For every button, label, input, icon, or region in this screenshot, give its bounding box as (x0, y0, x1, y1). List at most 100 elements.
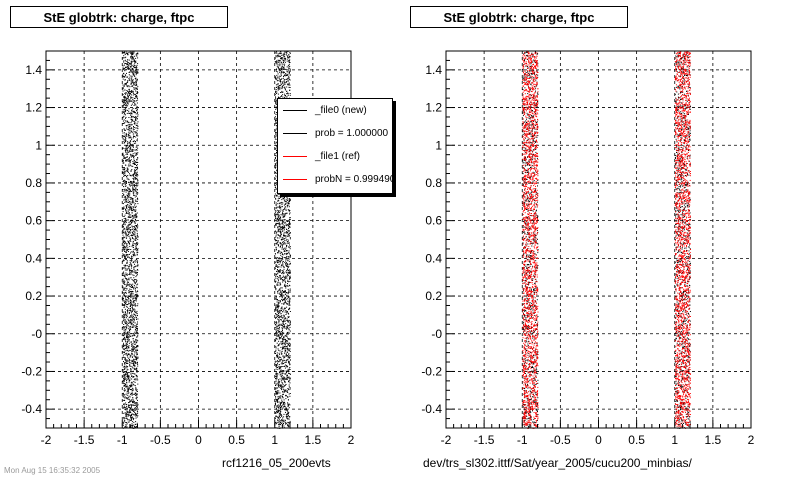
scatter-point (131, 310, 133, 312)
scatter-point (126, 348, 128, 350)
scatter-point (124, 376, 126, 378)
scatter-point (276, 392, 278, 394)
scatter-point (279, 423, 281, 425)
scatter-point (127, 356, 129, 358)
scatter-point (135, 66, 137, 68)
scatter-point (277, 83, 278, 85)
scatter-point (128, 404, 130, 406)
scatter-point (135, 96, 137, 98)
scatter-point (132, 388, 134, 390)
scatter-point (275, 391, 277, 393)
scatter-point (130, 251, 132, 253)
scatter-point (129, 291, 131, 292)
scatter-point (133, 421, 135, 423)
scatter-point (284, 290, 286, 292)
scatter-point (131, 319, 133, 321)
scatter-point (278, 53, 280, 55)
scatter-point (135, 200, 137, 202)
scatter-point (122, 203, 124, 205)
scatter-point (278, 196, 280, 198)
scatter-point (133, 281, 135, 283)
scatter-point (127, 99, 129, 101)
scatter-point (131, 327, 133, 328)
scatter-point (129, 145, 131, 147)
scatter-point (276, 180, 277, 182)
scatter-point (132, 360, 134, 362)
scatter-point (131, 356, 133, 358)
scatter-point (276, 65, 278, 67)
scatter-point (132, 101, 134, 103)
scatter-point (283, 324, 285, 326)
scatter-point (128, 319, 130, 321)
scatter-point (281, 83, 283, 85)
scatter-point (279, 337, 281, 339)
scatter-point (123, 157, 125, 159)
scatter-point (129, 68, 131, 70)
scatter-point (136, 178, 138, 180)
scatter-point (283, 83, 285, 85)
scatter-point (275, 368, 277, 370)
scatter-point (122, 161, 124, 163)
scatter-point (133, 315, 134, 317)
scatter-point (131, 212, 133, 214)
scatter-point (288, 362, 290, 364)
scatter-point (281, 296, 283, 298)
scatter-point (129, 410, 131, 412)
scatter-point (282, 94, 284, 96)
scatter-point (275, 96, 276, 98)
scatter-point (128, 268, 130, 270)
scatter-point (276, 405, 278, 407)
scatter-point (289, 351, 291, 352)
scatter-point (125, 150, 126, 152)
scatter-point (130, 252, 131, 254)
scatter-point (126, 226, 128, 228)
scatter-point (125, 182, 127, 184)
scatter-point (285, 384, 287, 385)
scatter-point (131, 399, 133, 401)
scatter-point (276, 316, 277, 318)
scatter-point (131, 404, 133, 406)
scatter-point (137, 264, 139, 266)
scatter-point (125, 219, 127, 220)
scatter-point (277, 362, 278, 364)
scatter-point (275, 76, 277, 78)
scatter-point (131, 150, 133, 152)
scatter-point (277, 387, 278, 389)
scatter-point (135, 188, 137, 190)
scatter-point (130, 392, 132, 394)
scatter-point (134, 225, 136, 227)
scatter-point (133, 342, 135, 344)
scatter-point (124, 139, 126, 140)
scatter-point (276, 161, 278, 163)
scatter-point (283, 363, 285, 364)
scatter-point (133, 64, 135, 66)
scatter-point (122, 259, 124, 261)
scatter-point (126, 417, 128, 419)
scatter-point (128, 264, 130, 266)
scatter-point (122, 407, 124, 409)
scatter-point (278, 75, 280, 77)
scatter-point (137, 249, 139, 251)
scatter-point (279, 228, 281, 230)
scatter-point (129, 99, 131, 101)
scatter-point (129, 231, 131, 233)
scatter-point (275, 364, 277, 366)
scatter-point (125, 139, 127, 141)
scatter-point (284, 71, 285, 73)
scatter-point (130, 399, 132, 401)
scatter-point (133, 73, 135, 75)
scatter-point (277, 198, 279, 200)
scatter-point (123, 292, 125, 294)
scatter-point (126, 156, 128, 158)
scatter-point (123, 99, 125, 101)
scatter-point (133, 365, 135, 367)
scatter-point (286, 347, 288, 349)
scatter-point (126, 221, 127, 223)
scatter-point (131, 51, 133, 53)
scatter-point (127, 336, 129, 338)
scatter-point (128, 117, 130, 118)
scatter-point (132, 280, 134, 281)
scatter-point (281, 315, 283, 317)
scatter-point (289, 248, 291, 250)
scatter-point (284, 382, 286, 384)
